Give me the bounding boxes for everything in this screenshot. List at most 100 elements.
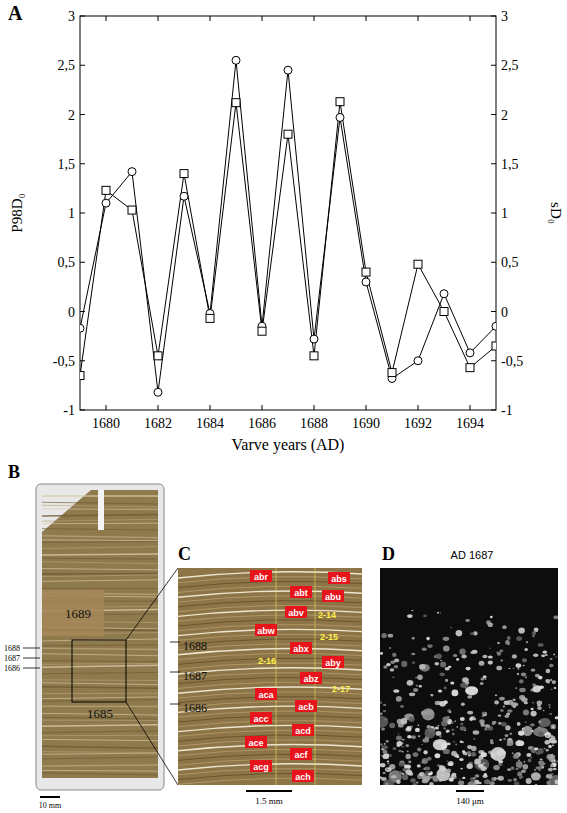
grain [424, 767, 430, 771]
grain [544, 748, 546, 749]
x-tick [262, 405, 263, 410]
grain [406, 754, 411, 759]
grain [415, 728, 420, 732]
sample-box [295, 700, 317, 712]
grain [465, 686, 478, 695]
grain [448, 666, 452, 668]
series-marker [362, 278, 370, 286]
grain [490, 616, 493, 619]
y2-tick-label: 1,5 [501, 157, 519, 172]
y2-axis-title: sD₀ [548, 202, 564, 224]
side-year-label: 1686 [4, 664, 20, 673]
grain [489, 647, 491, 649]
grain [499, 697, 505, 701]
sample-box [250, 570, 272, 582]
grain [531, 774, 534, 776]
grain [459, 649, 465, 655]
y-tick-label: 3 [68, 9, 75, 24]
grain [525, 721, 527, 723]
y-tick-label: 0,5 [58, 255, 76, 270]
grain [534, 769, 536, 771]
lamina [42, 654, 158, 656]
y-tick [80, 114, 85, 115]
grain [505, 725, 510, 730]
scale-label: 140 μm [456, 796, 484, 806]
grain [467, 781, 475, 785]
lamina [42, 573, 158, 575]
grain [390, 668, 395, 671]
grain [512, 668, 514, 669]
grain [445, 679, 448, 682]
grain [515, 687, 517, 689]
lamina [42, 731, 158, 733]
grain [440, 672, 445, 676]
grain [462, 742, 464, 744]
grain [519, 688, 526, 692]
grain [470, 651, 474, 654]
grain [381, 728, 385, 731]
lamina [42, 665, 158, 667]
grain [425, 728, 436, 739]
grain [488, 655, 493, 658]
year-label: 1685 [87, 706, 113, 721]
x-tick-label: 1684 [196, 416, 224, 431]
lamina [42, 569, 158, 570]
grain [460, 717, 465, 721]
lamina [178, 778, 362, 784]
grain [499, 739, 502, 741]
grain [467, 751, 471, 755]
grain [535, 784, 537, 785]
grain [428, 773, 432, 776]
sample-label: abr [254, 572, 269, 582]
grain [437, 702, 439, 704]
grain [465, 619, 470, 622]
lamina [42, 687, 158, 688]
sample-box [245, 736, 267, 748]
panel-a: A-1-0,500,511,522,53-1-0,500,511,522,531… [8, 2, 564, 454]
grain [460, 723, 463, 726]
x-tick-top [210, 16, 211, 21]
y2-tick-label: 0 [501, 305, 508, 320]
y2-tick [491, 311, 496, 312]
grain [515, 768, 519, 770]
grain [389, 723, 395, 728]
y-tick [80, 65, 85, 66]
y-axis-title: P98D₀ [9, 193, 25, 232]
grain [530, 723, 535, 726]
grain [393, 747, 397, 750]
series-marker [128, 168, 136, 176]
series-marker [180, 170, 188, 178]
grain [420, 762, 422, 763]
grain [512, 654, 517, 658]
grain [539, 685, 544, 689]
grain [398, 750, 402, 752]
grain [427, 644, 433, 648]
grain [380, 763, 385, 767]
sample-label: aby [325, 658, 341, 668]
grain [553, 654, 555, 656]
grain [433, 739, 448, 750]
year-tick [23, 658, 40, 659]
grain [545, 732, 547, 733]
grain [380, 712, 383, 715]
grain [416, 685, 419, 687]
y2-tick [491, 163, 496, 164]
x-tick [106, 405, 107, 410]
grain [519, 776, 522, 779]
grain [409, 692, 415, 696]
grain [386, 768, 388, 770]
grain [526, 778, 532, 784]
grain [518, 627, 525, 633]
grain [538, 732, 544, 737]
y2-tick-label: 3 [501, 9, 508, 24]
grain [491, 777, 497, 781]
grain [422, 648, 427, 651]
lamina [42, 562, 158, 564]
section-label: 2-17 [332, 684, 350, 694]
grain [412, 662, 415, 664]
x-tick-top [418, 16, 419, 21]
grain [386, 663, 390, 666]
grain [417, 764, 421, 767]
grain [482, 712, 486, 714]
y2-tick-label: -1 [501, 403, 513, 418]
